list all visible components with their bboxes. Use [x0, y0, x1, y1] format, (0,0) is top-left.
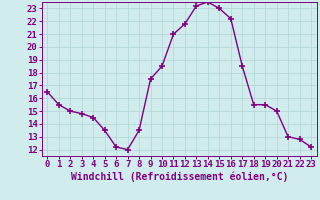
X-axis label: Windchill (Refroidissement éolien,°C): Windchill (Refroidissement éolien,°C) — [70, 172, 288, 182]
